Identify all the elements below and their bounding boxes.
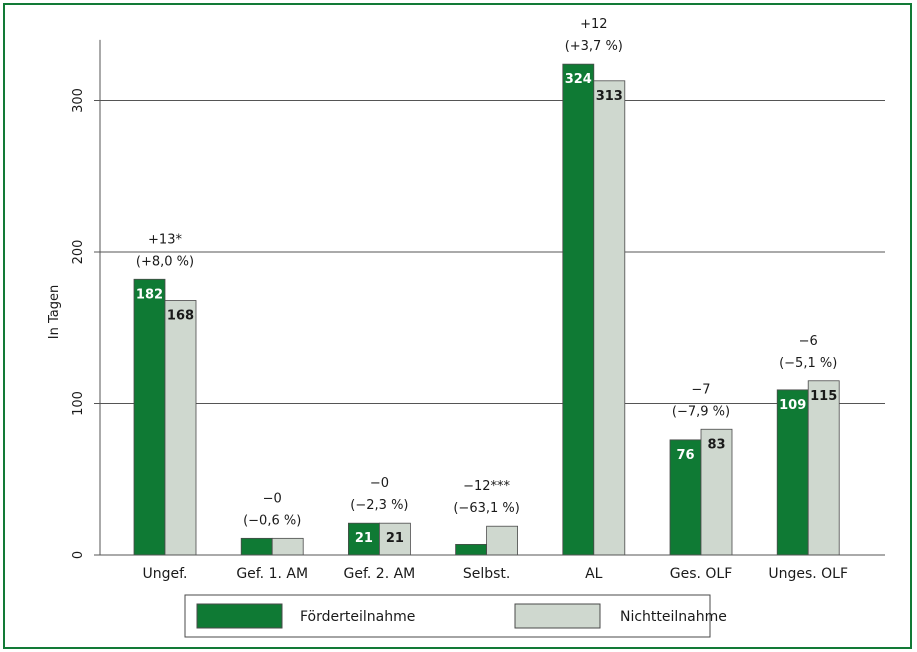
y-tick-label: 0: [71, 551, 86, 559]
difference-annotation-days: −0: [370, 476, 389, 491]
y-axis-title: In Tagen: [47, 285, 62, 339]
bar-value-label-nichtteilnahme: 83: [707, 437, 725, 452]
bar-f-rderteilnahme-ungef: [133, 278, 166, 556]
bar-value-label-f-rderteilnahme: 182: [136, 287, 163, 302]
x-tick-label-ungef: Ungef.: [143, 566, 188, 582]
bar-nichtteilnahme-ungef: [164, 300, 197, 556]
difference-annotation-percent: (−63,1 %): [453, 501, 519, 516]
x-tick-label-selbst: Selbst.: [463, 566, 511, 582]
legend-swatch-foerderteilnahme: [196, 603, 283, 629]
bar-nichtteilnahme-gef-1-am: [271, 537, 304, 556]
bar-nichtteilnahme-ges-olf: [700, 428, 733, 556]
bar-value-label-nichtteilnahme: 115: [810, 389, 837, 404]
x-tick-label-gef-1-am: Gef. 1. AM: [236, 566, 308, 582]
bar-value-label-f-rderteilnahme: 76: [676, 448, 694, 463]
difference-annotation-days: +12: [580, 17, 607, 32]
difference-annotation-days: −7: [691, 382, 710, 397]
y-tick-label: 200: [71, 240, 86, 265]
bar-nichtteilnahme-unges-olf: [807, 380, 840, 556]
difference-annotation-percent: (−2,3 %): [350, 498, 408, 513]
bar-value-label-nichtteilnahme: 21: [386, 531, 404, 546]
x-tick-label-ges-olf: Ges. OLF: [670, 566, 733, 582]
bar-value-label-f-rderteilnahme: 21: [355, 531, 373, 546]
bar-value-label-f-rderteilnahme: 324: [565, 72, 592, 87]
difference-annotation-percent: (+8,0 %): [136, 254, 194, 269]
difference-annotation-percent: (−5,1 %): [779, 356, 837, 371]
bar-value-label-nichtteilnahme: 313: [596, 89, 623, 104]
chart-frame: [3, 3, 912, 649]
bar-nichtteilnahme-gef-2-am: [378, 522, 411, 556]
difference-annotation-percent: (+3,7 %): [565, 39, 623, 54]
y-tick-label: 100: [71, 391, 86, 416]
bar-labels: 182 168 21 21 324 313 76 83 109 115: [136, 72, 837, 546]
difference-annotation-percent: (−0,6 %): [243, 513, 301, 528]
bar-f-rderteilnahme-selbst: [455, 543, 488, 556]
bar-value-label-nichtteilnahme: 168: [167, 308, 194, 323]
x-tick-label-gef-2-am: Gef. 2. AM: [344, 566, 416, 582]
difference-annotation-percent: (−7,9 %): [672, 404, 730, 419]
axes: 0 100 200 300 Ungef. Gef. 1. AM Gef. 2. AM Selb…: [71, 39, 885, 582]
gridlines: [100, 100, 885, 404]
bar-value-label-f-rderteilnahme: 109: [779, 398, 806, 413]
legend-label-nichtteilnahme: Nichtteilnahme: [620, 609, 727, 625]
difference-annotations: +13* (+8,0 %) −0 (−0,6 %) −0 (−2,3 %) −12*** (−…: [136, 17, 837, 528]
y-tick-label: 300: [71, 88, 86, 113]
bar-f-rderteilnahme-al: [562, 63, 595, 556]
bar-f-rderteilnahme-unges-olf: [776, 389, 809, 556]
difference-annotation-days: +13*: [148, 232, 182, 247]
difference-annotation-days: −12***: [463, 479, 510, 494]
x-tick-label-al: AL: [585, 566, 603, 582]
bar-f-rderteilnahme-gef-1-am: [240, 537, 273, 556]
legend-swatch-nichtteilnahme: [514, 603, 601, 629]
bar-nichtteilnahme-selbst: [486, 525, 519, 556]
bar-nichtteilnahme-al: [593, 80, 626, 556]
legend: Förderteilnahme Nichtteilnahme: [184, 594, 727, 638]
difference-annotation-days: −6: [799, 334, 818, 349]
legend-label-foerderteilnahme: Förderteilnahme: [300, 609, 415, 625]
x-tick-label-unges-olf: Unges. OLF: [768, 566, 848, 582]
difference-annotation-days: −0: [263, 491, 282, 506]
bars: [133, 63, 840, 556]
